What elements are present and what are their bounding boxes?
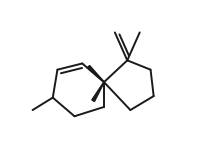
Polygon shape — [92, 82, 104, 101]
Polygon shape — [87, 65, 104, 82]
